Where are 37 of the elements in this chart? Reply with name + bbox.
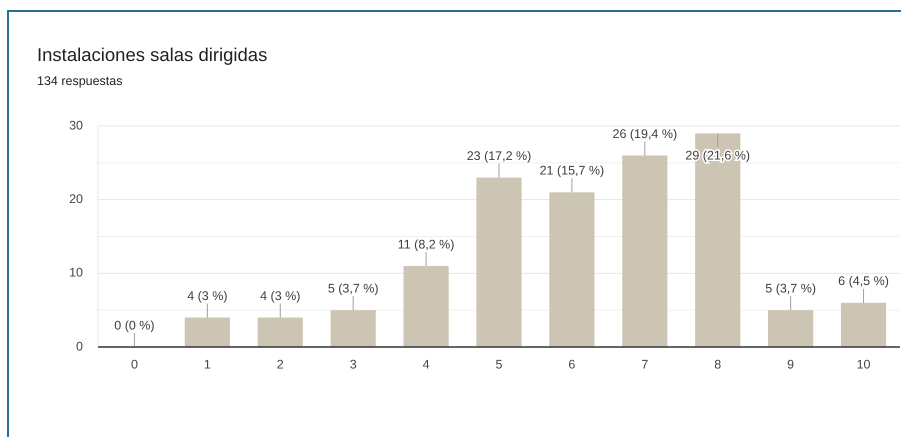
chart-title: Instalaciones salas dirigidas xyxy=(37,44,268,65)
x-tick-label: 5 xyxy=(496,357,503,372)
data-label: 21 (15,7 %) xyxy=(540,164,604,178)
data-label: 5 (3,7 %) xyxy=(765,281,816,296)
data-label: 23 (17,2 %) xyxy=(466,148,532,163)
bar xyxy=(549,192,595,347)
data-label: 26 (19,4 %) xyxy=(612,126,678,141)
chart-subtitle: 134 respuestas xyxy=(37,74,122,88)
bar xyxy=(476,178,522,347)
bar xyxy=(768,310,814,347)
y-tick-label: 10 xyxy=(69,266,84,280)
data-label: 6 (4,5 %) xyxy=(838,274,889,288)
x-tick-label: 10 xyxy=(856,357,871,372)
bar xyxy=(330,310,376,347)
bar xyxy=(258,318,303,347)
x-tick-label: 0 xyxy=(130,357,138,372)
data-label: 29 (21,6 %) xyxy=(685,148,750,163)
data-label: 11 (8,2 %) xyxy=(398,237,454,252)
data-label: 4 (3 %) xyxy=(260,288,300,303)
bar xyxy=(622,155,668,347)
x-tick-label: 7 xyxy=(641,357,648,372)
data-label: 4 (3 %) xyxy=(187,288,228,303)
y-tick-label: 20 xyxy=(69,192,84,206)
data-label: 0 (0 %) xyxy=(114,318,155,332)
x-tick-label: 4 xyxy=(422,357,430,372)
x-tick-label: 3 xyxy=(350,357,357,372)
x-tick-label: 1 xyxy=(204,357,211,372)
y-tick-label: 30 xyxy=(69,118,84,132)
x-tick-label: 9 xyxy=(787,357,794,372)
data-label: 5 (3,7 %) xyxy=(328,281,379,296)
bar xyxy=(184,318,230,347)
y-tick-label: 0 xyxy=(76,339,84,354)
bar xyxy=(840,302,886,347)
x-tick-label: 8 xyxy=(714,357,722,372)
bar xyxy=(403,266,449,347)
x-tick-label: 6 xyxy=(568,357,576,372)
x-tick-label: 2 xyxy=(276,357,284,372)
